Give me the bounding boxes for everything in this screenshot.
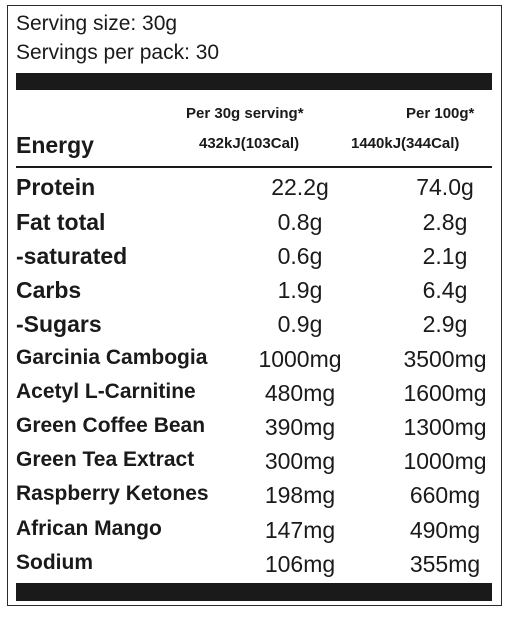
per-100g-value: 1000mg	[403, 448, 487, 474]
servings-per-pack: Servings per pack: 30	[16, 41, 220, 64]
energy-label: Energy	[16, 132, 94, 158]
nutrient-name: -saturated	[16, 243, 128, 269]
top-divider-bar	[16, 73, 492, 90]
per-serving-value: 147mg	[264, 517, 336, 543]
table-row: Acetyl L-Carnitine 480mg 1600mg	[16, 380, 492, 414]
per-100g-value: 2.1g	[422, 243, 468, 269]
per-100g-value: 1600mg	[403, 380, 487, 406]
per-serving-value: 198mg	[264, 482, 336, 508]
per-serving-value: 22.2g	[271, 174, 329, 200]
table-row: African Mango 147mg 490mg	[16, 517, 492, 551]
per-100g-header: Per 100g*	[406, 105, 475, 122]
table-row: Fat total 0.8g 2.8g	[16, 209, 492, 243]
per-serving-value: 1.9g	[277, 277, 323, 303]
per-100g-value: 355mg	[409, 551, 481, 577]
bottom-divider-bar	[16, 583, 492, 601]
per-100g-value: 6.4g	[422, 277, 468, 303]
header-separator	[16, 166, 492, 168]
nutrient-name: Protein	[16, 174, 96, 200]
per-serving-value: 106mg	[264, 551, 336, 577]
per-100g-value: 660mg	[409, 482, 481, 508]
table-row: -Sugars 0.9g 2.9g	[16, 311, 492, 345]
table-row: Protein 22.2g 74.0g	[16, 174, 492, 208]
per-serving-value: 0.6g	[277, 243, 323, 269]
table-row: Garcinia Cambogia 1000mg 3500mg	[16, 346, 492, 380]
nutrient-name: Green Coffee Bean	[16, 414, 206, 437]
serving-size: Serving size: 30g	[16, 12, 178, 35]
table-row: Green Coffee Bean 390mg 1300mg	[16, 414, 492, 448]
per-100g-value: 74.0g	[416, 174, 474, 200]
per-100g-value: 490mg	[409, 517, 481, 543]
per-serving-value: 0.8g	[277, 209, 323, 235]
table-row: Carbs 1.9g 6.4g	[16, 277, 492, 311]
energy-per-100g: 1440kJ(344Cal)	[351, 135, 460, 152]
nutrient-name: -Sugars	[16, 311, 102, 337]
per-serving-value: 1000mg	[258, 346, 342, 372]
per-serving-value: 390mg	[264, 414, 336, 440]
nutrient-name: Fat total	[16, 209, 106, 235]
table-row: Raspberry Ketones 198mg 660mg	[16, 482, 492, 516]
per-100g-value: 2.8g	[422, 209, 468, 235]
nutrient-name: Garcinia Cambogia	[16, 346, 208, 369]
per-100g-value: 3500mg	[403, 346, 487, 372]
per-100g-value: 1300mg	[403, 414, 487, 440]
nutrient-name: Carbs	[16, 277, 82, 303]
table-row: Sodium 106mg 355mg	[16, 551, 492, 585]
nutrient-name: Raspberry Ketones	[16, 482, 209, 505]
per-serving-value: 480mg	[264, 380, 336, 406]
nutrient-name: African Mango	[16, 517, 162, 540]
energy-per-serving: 432kJ(103Cal)	[199, 135, 300, 152]
per-serving-value: 300mg	[264, 448, 336, 474]
per-serving-value: 0.9g	[277, 311, 323, 337]
nutrient-name: Acetyl L-Carnitine	[16, 380, 196, 403]
nutrition-panel: Serving size: 30g Servings per pack: 30 …	[7, 5, 502, 606]
nutrient-name: Green Tea Extract	[16, 448, 195, 471]
table-row: -saturated 0.6g 2.1g	[16, 243, 492, 277]
nutrient-name: Sodium	[16, 551, 93, 574]
table-row: Green Tea Extract 300mg 1000mg	[16, 448, 492, 482]
per-serving-header: Per 30g serving*	[186, 105, 304, 122]
per-100g-value: 2.9g	[422, 311, 468, 337]
